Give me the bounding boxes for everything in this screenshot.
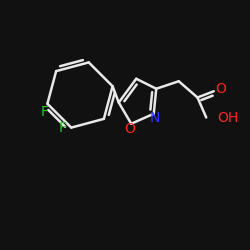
Text: O: O bbox=[215, 82, 226, 96]
Text: O: O bbox=[124, 122, 136, 136]
Text: N: N bbox=[150, 110, 160, 124]
Text: F: F bbox=[41, 106, 49, 120]
Text: OH: OH bbox=[217, 110, 238, 124]
Text: F: F bbox=[58, 120, 66, 134]
